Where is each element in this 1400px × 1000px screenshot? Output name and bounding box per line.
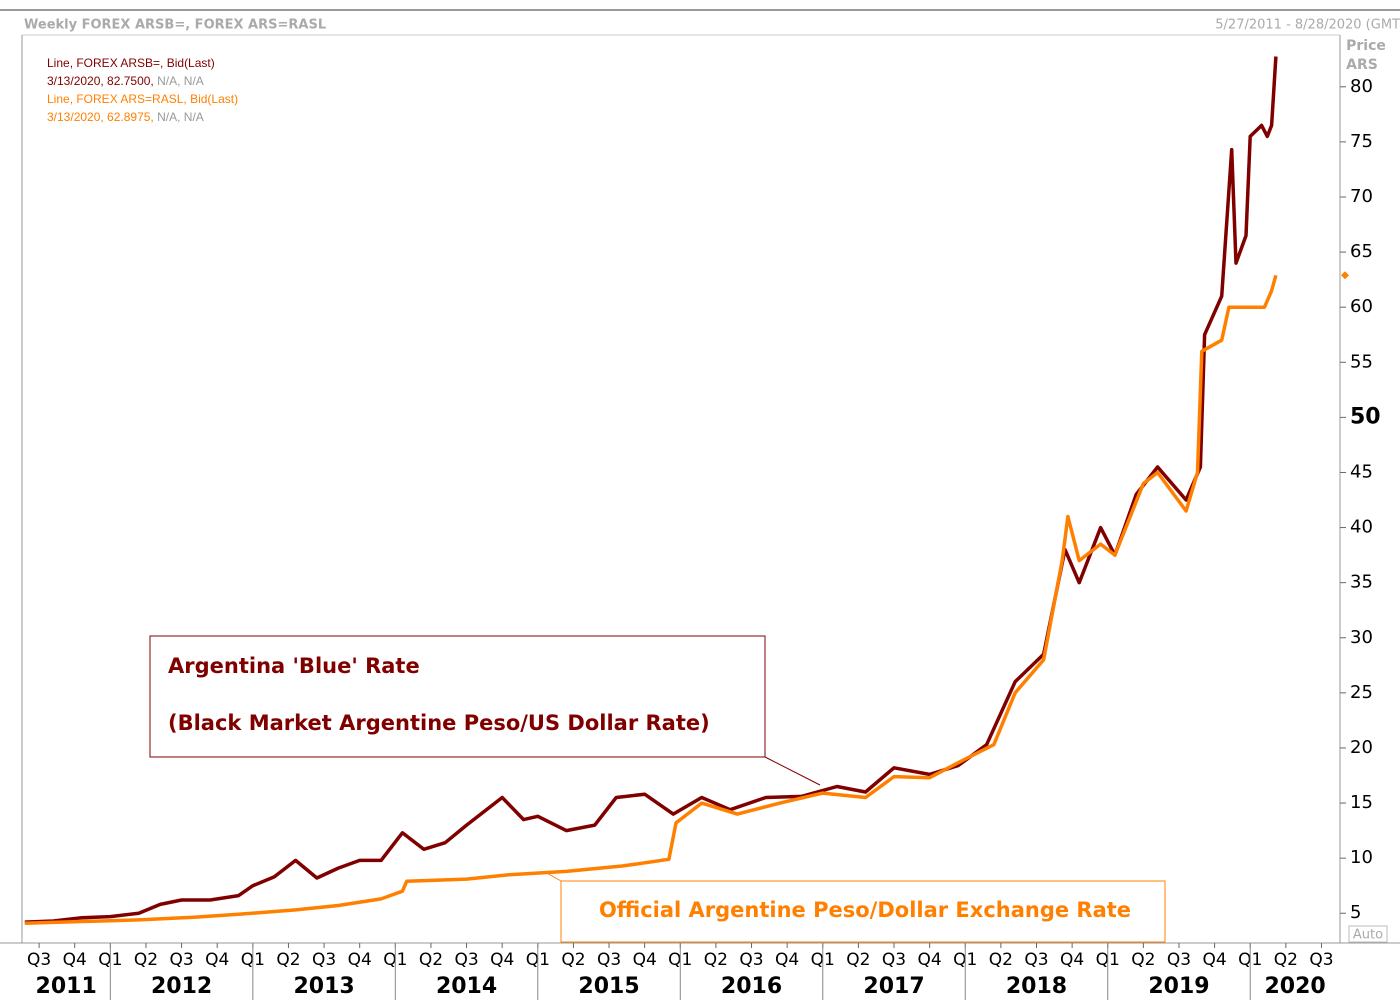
annotation-text: Argentina 'Blue' Rate: [168, 654, 420, 678]
x-tick-label: Q2: [989, 950, 1013, 970]
legend-value: 3/13/2020, 82.7500, N/A, N/A: [47, 74, 204, 88]
header-right: 5/27/2011 - 8/28/2020 (GMT: [1215, 18, 1400, 33]
year-label: 2011: [36, 974, 97, 999]
y-axis-label: Price: [1346, 38, 1386, 54]
x-tick-label: Q3: [454, 950, 478, 970]
x-tick-label: Q4: [490, 950, 514, 970]
x-tick-label: Q2: [276, 950, 300, 970]
x-tick-label: Q4: [348, 950, 372, 970]
year-label: 2015: [578, 974, 639, 999]
y-tick-label: 70: [1350, 186, 1373, 207]
y-tick-label: 25: [1350, 682, 1373, 703]
x-tick-label: Q3: [1024, 950, 1048, 970]
annotation-text: (Black Market Argentine Peso/US Dollar R…: [168, 711, 710, 735]
y-tick-label: 15: [1350, 792, 1373, 813]
x-tick-label: Q4: [633, 950, 657, 970]
year-label: 2020: [1264, 974, 1325, 999]
year-label: 2017: [863, 974, 924, 999]
year-label: 2013: [293, 974, 354, 999]
y-tick-label: 10: [1350, 847, 1373, 868]
annotation-box: [560, 880, 1166, 943]
x-tick-label: Q2: [1274, 950, 1298, 970]
x-tick-label: Q3: [1167, 950, 1191, 970]
series-line: [24, 56, 1278, 924]
last-value-marker: [1341, 271, 1349, 280]
x-tick-label: Q4: [205, 950, 229, 970]
year-label: 2012: [151, 974, 212, 999]
y-tick-label: 5: [1350, 902, 1361, 923]
plot-area: [24, 56, 1278, 925]
year-label: 2016: [721, 974, 782, 999]
auto-button[interactable]: [1348, 925, 1388, 943]
legend-value: 3/13/2020, 82.7500,: [47, 74, 154, 88]
y-tick-label: 55: [1350, 351, 1373, 372]
legend-na: N/A, N/A: [157, 74, 204, 88]
x-tick-label: Q3: [27, 950, 51, 970]
x-tick-label: Q3: [739, 950, 763, 970]
annotation-box: [149, 635, 766, 758]
x-tick-label: Q4: [775, 950, 799, 970]
y-tick-label: 45: [1350, 461, 1373, 482]
legend-entry: Line, FOREX ARS=RASL, Bid(Last): [47, 92, 238, 106]
year-label: 2018: [1006, 974, 1067, 999]
y-axis-label: ARS: [1346, 57, 1378, 73]
y-tick-label: 30: [1350, 627, 1373, 648]
x-tick-label: Q3: [597, 950, 621, 970]
x-tick-label: Q2: [561, 950, 585, 970]
x-tick-label: Q3: [169, 950, 193, 970]
x-tick-label: Q3: [312, 950, 336, 970]
series-line: [24, 274, 1278, 925]
x-tick-label: Q2: [134, 950, 158, 970]
x-tick-label: Q2: [1131, 950, 1155, 970]
y-tick-label: 50: [1350, 404, 1381, 429]
x-tick-label: Q4: [63, 950, 87, 970]
legend-value: 3/13/2020, 62.8975,: [47, 110, 154, 124]
legend-entry: Line, FOREX ARSB=, Bid(Last): [47, 56, 215, 70]
y-tick-label: 60: [1350, 296, 1373, 317]
y-tick-label: 80: [1350, 76, 1373, 97]
legend-na: N/A, N/A: [157, 110, 204, 124]
legend: Line, FOREX ARSB=, Bid(Last) 3/13/2020, …: [47, 56, 238, 124]
x-tick-label: Q4: [918, 950, 942, 970]
header-left: Weekly FOREX ARSB=, FOREX ARS=RASL: [24, 18, 326, 33]
y-tick-label: 35: [1350, 572, 1373, 593]
y-tick-label: 75: [1350, 131, 1373, 152]
x-tick-label: Q3: [882, 950, 906, 970]
auto-button-label[interactable]: Auto: [1353, 928, 1383, 943]
y-tick-label: 40: [1350, 517, 1373, 538]
x-tick-label: Q4: [1060, 950, 1084, 970]
x-tick-label: Q2: [704, 950, 728, 970]
x-tick-label: Q3: [1309, 950, 1333, 970]
annotation-connector: [764, 756, 821, 786]
annotation-text: Official Argentine Peso/Dollar Exchange …: [599, 898, 1131, 922]
y-tick-label: 65: [1350, 241, 1373, 262]
y-tick-label: 20: [1350, 737, 1373, 758]
x-tick-label: Q4: [1203, 950, 1227, 970]
year-label: 2014: [436, 974, 497, 999]
annotation-connector: [544, 871, 562, 882]
x-tick-label: Q2: [419, 950, 443, 970]
year-label: 2019: [1148, 974, 1209, 999]
x-tick-label: Q2: [846, 950, 870, 970]
legend-value: 3/13/2020, 62.8975, N/A, N/A: [47, 110, 204, 124]
